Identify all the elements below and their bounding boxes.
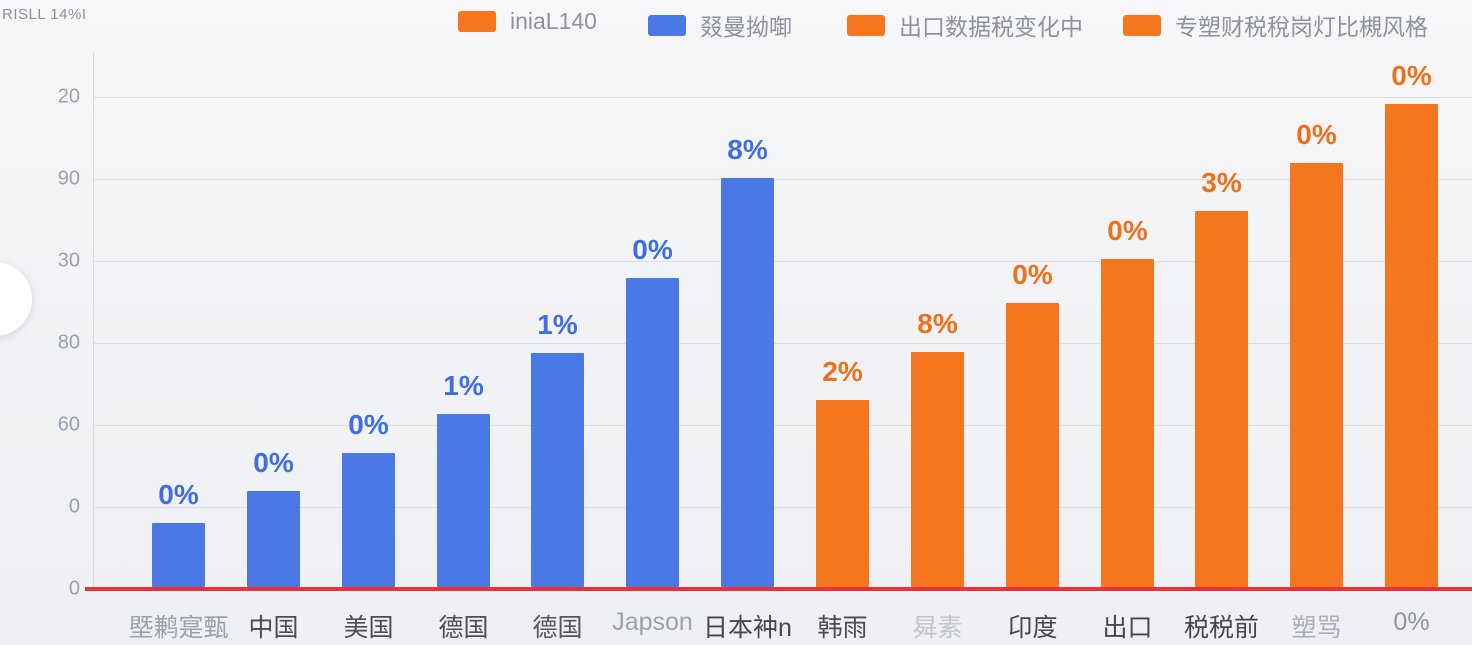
bar-value-label: 0% [348, 409, 389, 440]
x-axis-label: 美国 [343, 614, 394, 642]
bar-value-label: 0% [1296, 119, 1337, 150]
x-axis-label: 0% [1393, 608, 1430, 636]
bar-value-label: 0% [632, 234, 673, 265]
bar-value-label: 0% [1391, 60, 1432, 91]
x-axis-label: 塑骂 [1291, 614, 1342, 642]
x-axis-label: 中国 [248, 614, 299, 642]
x-axis-label: 韩雨 [817, 614, 868, 642]
bar-3[interactable] [342, 453, 395, 587]
bar-value-label: 1% [537, 309, 578, 340]
y-tick-label: 0 [68, 495, 80, 518]
bar-2[interactable] [247, 491, 300, 587]
legend-label: 叕曼拗啣 [700, 14, 792, 40]
bar-value-label: 8% [917, 308, 958, 339]
bar-value-label: 0% [1107, 215, 1148, 246]
legend-swatch-orange-icon [458, 11, 496, 32]
bar-10[interactable] [1006, 303, 1059, 587]
legend-label: 出口数据税变化中 [899, 14, 1083, 40]
y-tick-label: 20 [57, 85, 80, 108]
bar-value-label: 8% [727, 134, 768, 165]
bar-13[interactable] [1290, 163, 1343, 587]
legend-label: iniaL140 [510, 8, 597, 34]
legend-item-3[interactable]: 出口数据税变化中 [847, 8, 1083, 42]
bar-7[interactable] [721, 178, 774, 587]
top-left-caption: RISLL 14%I [2, 6, 87, 23]
side-blob-decoration [0, 262, 32, 336]
bar-value-label: 0% [253, 447, 294, 478]
legend-label: 专塑财税稅岗灯比槻风格 [1175, 14, 1428, 40]
legend-item-1[interactable]: iniaL140 [458, 8, 597, 35]
x-axis-label: Japson [612, 608, 693, 636]
y-tick-label: 60 [57, 413, 80, 436]
legend-swatch-orange-icon [847, 14, 885, 36]
bar-value-label: 3% [1201, 167, 1242, 198]
gridline [93, 261, 1472, 262]
bar-6[interactable] [626, 278, 679, 587]
y-tick-label: 30 [57, 249, 80, 272]
y-axis-line [93, 52, 94, 589]
bar-value-label: 1% [443, 370, 484, 401]
gridline [93, 425, 1472, 426]
bar-4[interactable] [437, 414, 490, 587]
y-tick-label: 0 [68, 577, 80, 600]
x-axis-label: 出口 [1102, 614, 1153, 642]
x-axis-label: 税税前 [1183, 614, 1259, 642]
bar-value-label: 2% [822, 356, 863, 387]
legend-item-2[interactable]: 叕曼拗啣 [648, 8, 792, 42]
x-axis-label: 日本衶n [703, 614, 792, 642]
y-tick-label: 90 [57, 167, 80, 190]
bar-11[interactable] [1101, 259, 1154, 587]
bar-12[interactable] [1195, 211, 1248, 587]
x-axis-label: 卬度 [1007, 614, 1058, 642]
bar-value-label: 0% [1012, 259, 1053, 290]
legend-swatch-blue-icon [648, 14, 686, 36]
bar-value-label: 0% [158, 479, 199, 510]
bar-5[interactable] [531, 353, 584, 587]
x-axis-label: 曻素 [912, 614, 963, 642]
x-axis-baseline [85, 587, 1472, 591]
bar-14[interactable] [1385, 104, 1438, 587]
legend-swatch-orange-icon [1123, 14, 1161, 36]
x-axis-label: 塈鹣寔甄 [128, 614, 229, 642]
y-tick-label: 80 [57, 331, 80, 354]
gridline [93, 507, 1472, 508]
gridline [93, 97, 1472, 98]
legend-item-4[interactable]: 专塑财税稅岗灯比槻风格 [1123, 8, 1428, 42]
bar-1[interactable] [152, 523, 205, 587]
x-axis-label: 德国 [438, 614, 489, 642]
bar-8[interactable] [816, 400, 869, 587]
x-axis-label: 德国 [532, 614, 583, 642]
bar-9[interactable] [911, 352, 964, 587]
gridline [93, 179, 1472, 180]
gridline [93, 343, 1472, 344]
